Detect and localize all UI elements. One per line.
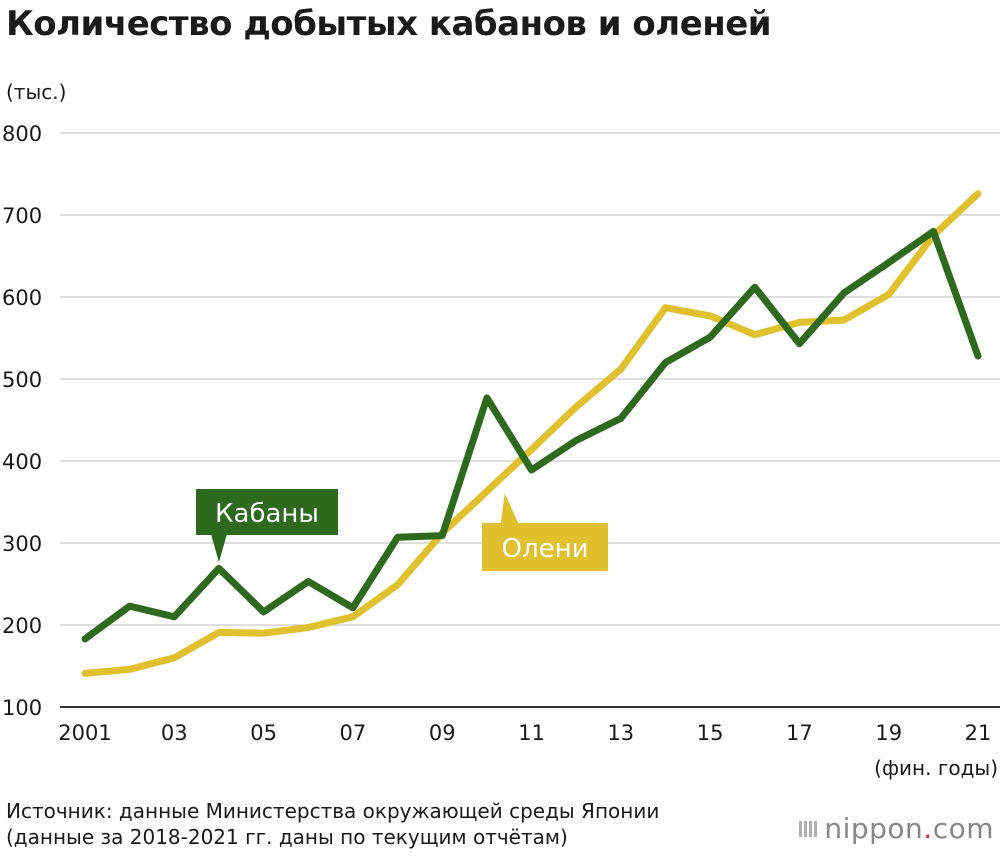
boar-label: Кабаны: [215, 499, 319, 529]
data-point: [751, 284, 758, 291]
brand-dot: .: [923, 812, 933, 845]
data-point: [82, 635, 88, 642]
data-point: [483, 394, 490, 401]
data-point: [841, 316, 848, 323]
x-tick-label: 11: [518, 721, 545, 745]
data-point: [483, 488, 490, 495]
data-point: [305, 578, 312, 585]
data-point: [528, 446, 535, 453]
data-point: [930, 228, 937, 235]
data-point: [841, 289, 848, 296]
data-point: [349, 613, 356, 620]
data-point: [617, 366, 624, 373]
brand-name: nippon: [824, 812, 924, 845]
series-callouts: Кабаны Олени: [196, 489, 608, 571]
data-point: [975, 353, 981, 360]
data-point: [394, 581, 401, 588]
y-tick-label: 300: [2, 532, 42, 556]
x-tick-label: 15: [697, 721, 724, 745]
data-point: [573, 403, 580, 410]
chart-title: Количество добытых кабанов и оленей: [6, 4, 772, 44]
data-point: [215, 629, 222, 636]
x-tick-label: 07: [340, 721, 367, 745]
data-point: [528, 467, 535, 474]
source-line-2: (данные за 2018-2021 гг. даны по текущим…: [6, 825, 568, 849]
y-tick-labels: 100 200 300 400 500 600 700 800: [2, 122, 42, 720]
data-point: [260, 630, 267, 637]
boar-callout-pointer: [210, 534, 227, 563]
data-point: [573, 437, 580, 444]
y-axis-unit: (тыс.): [6, 80, 67, 104]
data-point: [215, 565, 222, 572]
data-point: [82, 670, 88, 677]
data-point: [885, 291, 892, 298]
data-series: [81, 190, 982, 677]
brand-logo: nippon.com: [798, 812, 994, 845]
data-point: [707, 312, 714, 319]
brand-tld: com: [932, 812, 994, 845]
boar-callout-box: [196, 489, 338, 535]
y-tick-label: 500: [2, 368, 42, 392]
grid-lines: [60, 132, 1000, 708]
x-tick-label: 21: [965, 721, 992, 745]
data-point: [126, 603, 133, 610]
data-point: [796, 319, 803, 326]
data-point: [617, 415, 624, 422]
data-point: [796, 340, 803, 347]
logo-bars-icon: [799, 821, 818, 837]
data-point: [707, 334, 714, 341]
data-point: [305, 624, 312, 631]
data-point: [885, 259, 892, 266]
data-point: [751, 331, 758, 338]
x-tick-label: 05: [250, 721, 277, 745]
source-line-1: Источник: данные Министерства окружающей…: [6, 799, 660, 823]
data-point: [260, 608, 267, 615]
x-tick-label: 2001: [58, 721, 111, 745]
deer-callout-box: [482, 523, 608, 571]
y-tick-label: 700: [2, 204, 42, 228]
x-tick-label: 13: [607, 721, 634, 745]
x-tick-label: 17: [786, 721, 813, 745]
y-tick-label: 200: [2, 614, 42, 638]
data-point: [126, 666, 133, 673]
x-tick-labels: 2001 03 05 07 09 11 13 15 17 19 21: [58, 721, 991, 745]
line-chart: 100 200 300 400 500 600 700 800 2001 03 05 07 09 11 1…: [2, 122, 1000, 745]
data-point: [171, 613, 178, 620]
y-tick-label: 100: [2, 696, 42, 720]
source-note: Источник: данные Министерства окружающей…: [6, 798, 659, 850]
data-point: [349, 604, 356, 611]
data-point: [662, 304, 669, 311]
deer-label: Олени: [502, 534, 589, 564]
deer-callout-pointer: [500, 493, 519, 524]
y-tick-label: 600: [2, 286, 42, 310]
data-point: [394, 534, 401, 541]
series-line-deer: [81, 190, 982, 677]
data-point: [975, 190, 981, 197]
data-point: [171, 654, 178, 661]
data-point: [662, 359, 669, 366]
x-tick-label: 19: [875, 721, 902, 745]
y-tick-label: 400: [2, 450, 42, 474]
x-tick-label: 03: [161, 721, 188, 745]
x-axis-unit: (фин. годы): [874, 756, 998, 780]
x-tick-label: 09: [429, 721, 456, 745]
data-point: [439, 532, 446, 539]
y-tick-label: 800: [2, 122, 42, 146]
